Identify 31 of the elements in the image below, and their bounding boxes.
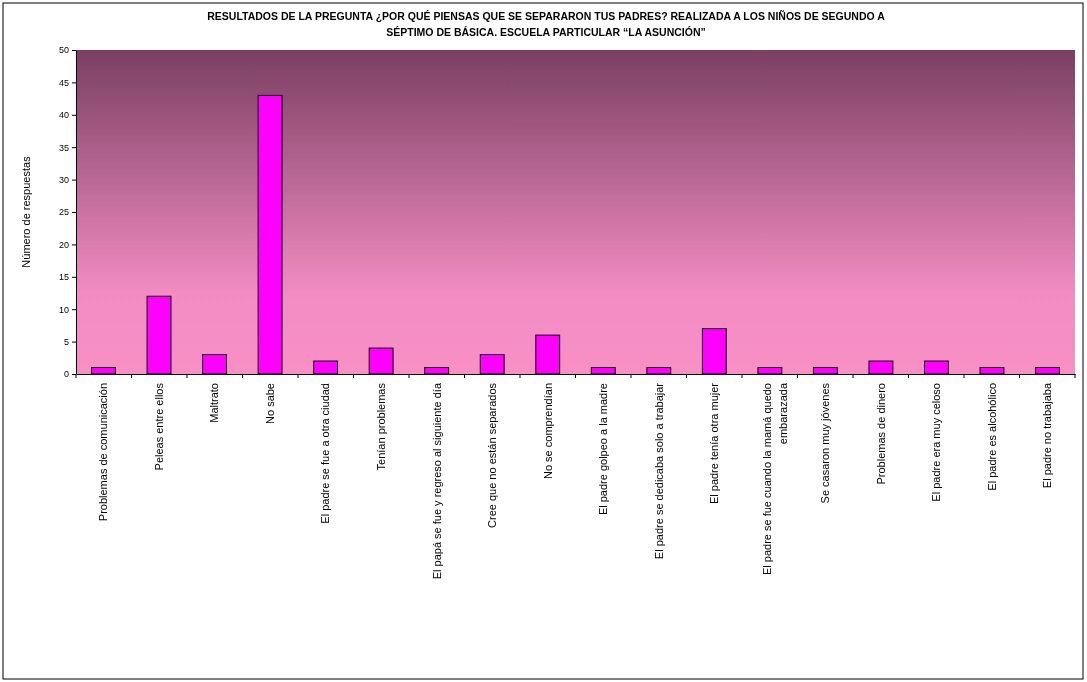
chart-title: RESULTADOS DE LA PREGUNTA ¿POR QUÉ PIENSAS QUE SE SEPARARON TUS PADRES? REALIZADA A LOS NIÑOS DE SEGUNDO A SÉPTIMO DE BÁSICA. ESCUELA PARTICULAR “LA ASUNCIÓN” <box>207 10 886 38</box>
x-tick-label: Maltrato <box>208 383 221 423</box>
y-axis-title: Número de respuestas <box>20 155 32 268</box>
x-tick-label: Tenían problemas <box>374 382 387 471</box>
y-tick-label: 10 <box>58 304 69 315</box>
x-tick-label: El padre golpeo a la madre <box>597 383 610 516</box>
x-tick-label: Peleas entre ellos <box>152 382 165 471</box>
x-tick-label: Cree que no están separados <box>486 382 499 528</box>
y-tick-label: 30 <box>58 174 69 185</box>
x-tick-label: Problemas de dinero <box>874 383 887 485</box>
y-tick-label: 40 <box>58 110 69 121</box>
y-tick-label: 35 <box>58 142 69 153</box>
y-tick-label: 20 <box>58 239 69 250</box>
x-tick-label: El padre no trabajaba <box>1041 382 1054 489</box>
x-tick-label: El padre se dedicaba solo a trabajar <box>652 382 665 560</box>
x-tick-label: No se comprendían <box>541 383 554 479</box>
x-tick-label: El papá se fue y regreso al siguiente día <box>430 382 443 580</box>
y-tick-label: 25 <box>58 207 69 218</box>
x-tick-label: El padre es alcohólico <box>985 383 998 491</box>
y-tick-label: 15 <box>58 272 69 283</box>
x-tick-label: El padre era muy celoso <box>930 383 943 502</box>
y-tick-label: 45 <box>58 77 69 88</box>
y-tick-label: 50 <box>58 45 69 56</box>
y-tick-label: 5 <box>63 336 69 347</box>
y-tick-label: 0 <box>63 369 69 380</box>
x-tick-label: No sabe <box>263 383 276 424</box>
x-tick-label: El padre tenía otra mujer <box>708 382 721 505</box>
x-tick-label: Se casaron muy jóvenes <box>819 382 832 504</box>
x-tick-label: El padre se fue cuando la mamá quedo embarazada <box>760 382 790 576</box>
x-tick-label: El padre se fue a otra ciudad <box>319 383 332 524</box>
x-tick-label: Problemas de comunicación <box>97 383 110 522</box>
